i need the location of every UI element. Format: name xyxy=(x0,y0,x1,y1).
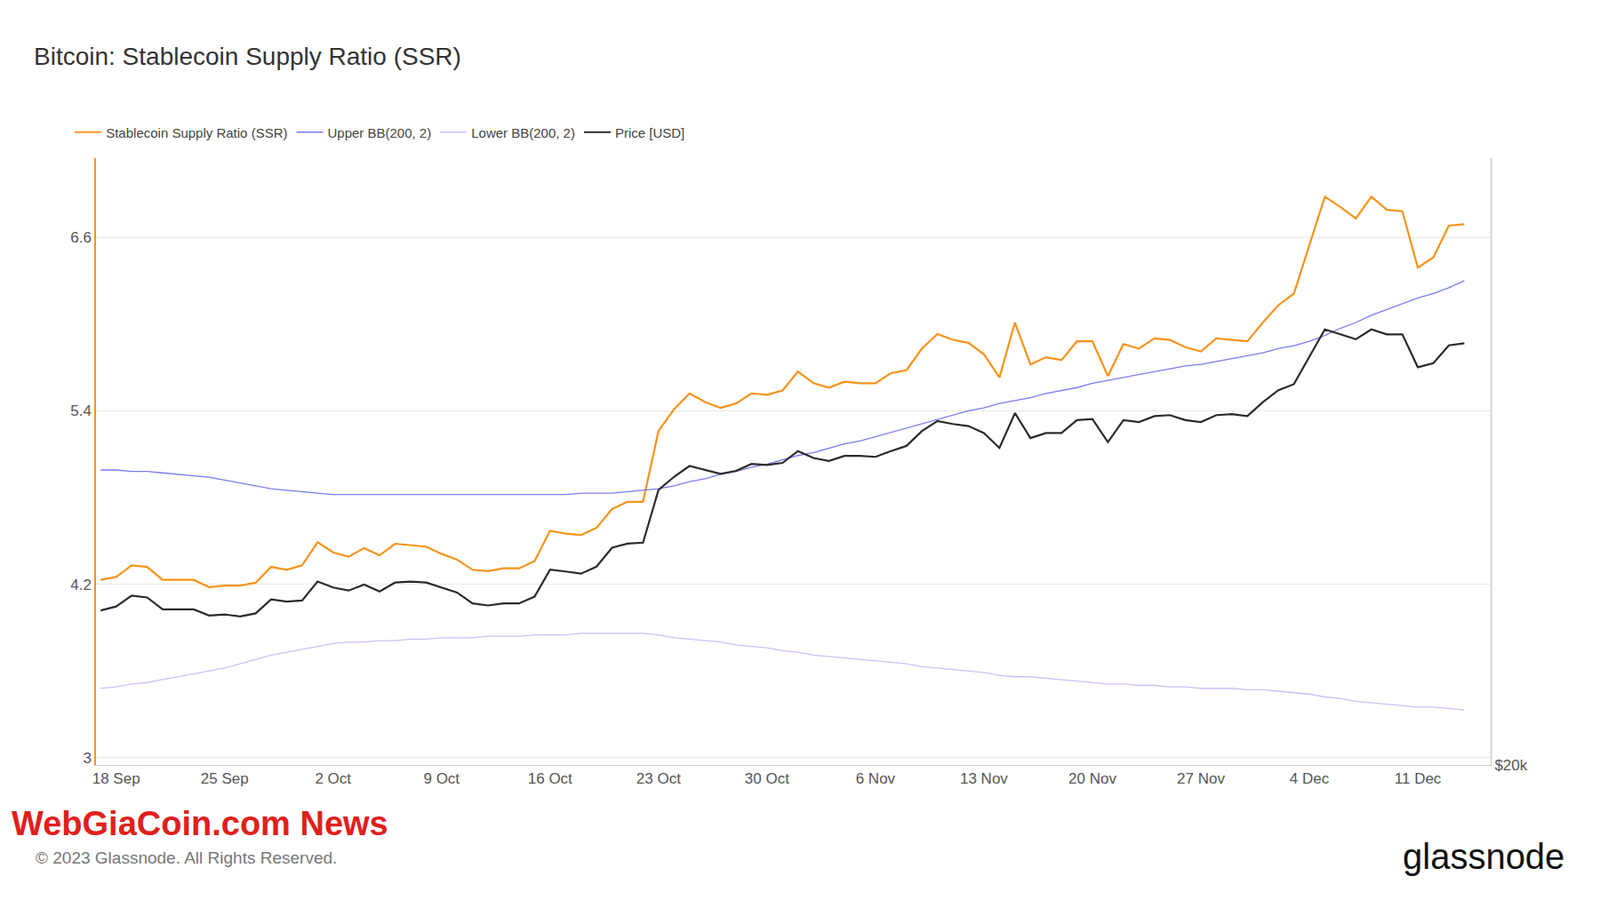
svg-text:4.2: 4.2 xyxy=(70,576,92,594)
svg-text:Upper BB(200, 2): Upper BB(200, 2) xyxy=(327,125,432,141)
svg-text:WebGiaCoin.com News: WebGiaCoin.com News xyxy=(11,805,389,843)
svg-text:3: 3 xyxy=(82,750,91,768)
svg-text:9 Oct: 9 Oct xyxy=(423,770,460,788)
svg-text:Lower BB(200, 2): Lower BB(200, 2) xyxy=(471,125,576,141)
svg-text:23 Oct: 23 Oct xyxy=(636,770,681,788)
svg-text:27 Nov: 27 Nov xyxy=(1176,770,1225,788)
svg-text:25 Sep: 25 Sep xyxy=(200,770,249,788)
svg-text:Bitcoin: Stablecoin Supply Rat: Bitcoin: Stablecoin Supply Ratio (SSR) xyxy=(33,42,462,71)
svg-text:13 Nov: 13 Nov xyxy=(960,770,1008,788)
svg-text:6 Nov: 6 Nov xyxy=(856,770,896,788)
svg-text:$20k: $20k xyxy=(1494,757,1528,775)
svg-text:glassnode: glassnode xyxy=(1402,837,1565,877)
svg-text:11 Dec: 11 Dec xyxy=(1394,770,1442,788)
svg-text:30 Oct: 30 Oct xyxy=(744,770,790,788)
svg-text:5.4: 5.4 xyxy=(70,402,92,420)
svg-text:16 Oct: 16 Oct xyxy=(528,770,573,788)
svg-text:20 Nov: 20 Nov xyxy=(1068,770,1117,788)
svg-text:2 Oct: 2 Oct xyxy=(314,770,352,788)
svg-text:6.6: 6.6 xyxy=(70,229,92,247)
svg-text:18 Sep: 18 Sep xyxy=(92,770,141,788)
svg-text:Stablecoin Supply Ratio (SSR): Stablecoin Supply Ratio (SSR) xyxy=(105,125,288,141)
svg-text:4 Dec: 4 Dec xyxy=(1289,770,1330,788)
svg-text:© 2023 Glassnode. All Rights R: © 2023 Glassnode. All Rights Reserved. xyxy=(35,848,337,868)
svg-text:Price [USD]: Price [USD] xyxy=(615,125,685,141)
